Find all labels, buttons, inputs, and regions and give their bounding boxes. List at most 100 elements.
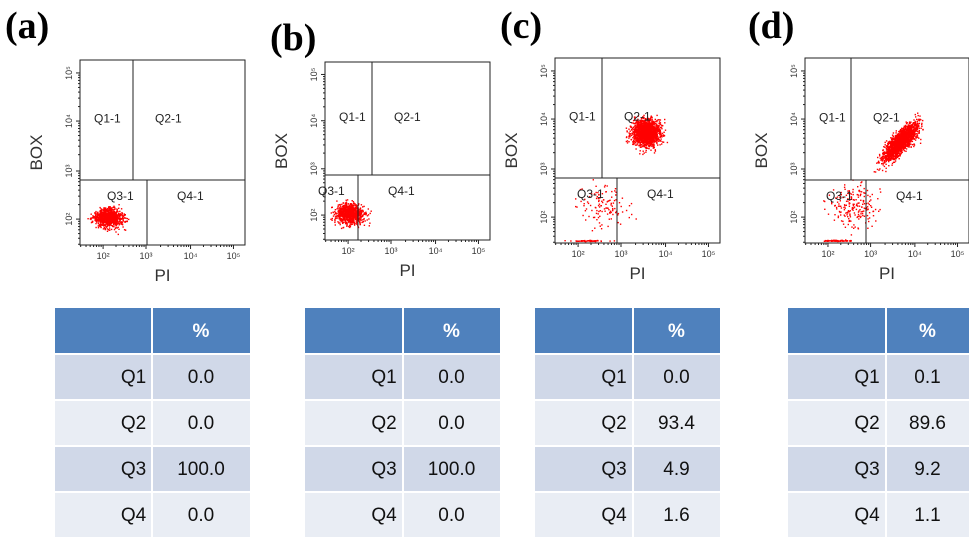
dot [105,217,107,219]
dot [662,134,665,136]
dot [117,220,119,222]
dot [633,133,636,135]
dot [652,147,654,149]
dot [354,204,357,207]
dot [897,132,899,135]
dot [365,212,367,215]
dot [651,143,653,145]
dot [117,211,119,213]
dot [645,125,647,127]
dot [342,213,345,215]
dot [615,191,617,193]
dot [651,124,653,126]
dot [359,223,361,226]
dot [647,118,650,120]
dot [100,216,102,218]
dot [649,135,651,138]
dot [644,137,646,139]
dot [353,212,355,215]
dot [114,224,117,226]
dot [605,207,607,209]
dot [98,214,100,216]
dot [634,117,636,120]
dot [652,123,655,125]
dot [916,135,918,138]
dot [628,216,630,219]
dot [124,221,126,223]
dot [341,211,343,213]
dot [597,216,600,219]
dot [119,218,121,220]
dot [106,216,109,218]
dot [100,217,103,219]
dot [105,219,107,221]
dot [620,205,622,208]
dot [637,141,640,144]
dot [897,134,899,136]
scatter-cloud [823,112,924,243]
dot [646,140,648,143]
dot [110,224,112,226]
dot [636,121,638,123]
dot [95,222,97,225]
dot [582,214,584,217]
dot [109,223,112,226]
dot [633,119,636,121]
dot [902,146,905,148]
dot [581,240,583,242]
dot [651,119,653,121]
dot [656,136,658,138]
dot [647,145,650,147]
dot [913,119,915,121]
dot [642,132,644,134]
table-row [535,354,720,400]
dot [92,215,94,217]
table-cell: Q4 [601,505,627,526]
dot [645,141,647,143]
dot [903,150,906,152]
dot [575,240,577,242]
dot [594,240,597,243]
dot [355,211,357,214]
dot [645,147,647,149]
dot [652,146,655,148]
dot [651,136,653,139]
dot [641,124,644,127]
dot [344,212,346,215]
dot [615,211,617,214]
table-cell: 100.0 [177,459,225,480]
dot [916,128,919,131]
dot [355,207,358,209]
dot [350,222,352,224]
dot [340,227,343,230]
dot [591,209,593,212]
dot [647,126,649,129]
dot [337,221,339,223]
dot [94,217,97,220]
dot [355,204,357,206]
dot [93,217,95,219]
y-tick-label: 10⁵ [309,67,319,81]
dot [664,118,666,121]
dot [914,135,916,137]
dot [626,131,628,133]
dot [650,115,652,117]
dot [359,218,361,220]
dot [645,137,647,139]
dot [650,124,652,126]
dot [104,216,107,218]
dot [603,186,606,188]
dot [337,210,339,212]
dot [353,219,355,221]
dot [117,218,119,220]
dot [629,135,631,137]
dot [337,212,339,214]
dot [353,207,355,209]
dot [919,142,922,144]
dot [110,218,112,221]
dot [594,227,596,229]
dot [632,131,634,133]
dot [581,188,583,190]
dot [882,159,884,161]
dot [640,144,642,146]
